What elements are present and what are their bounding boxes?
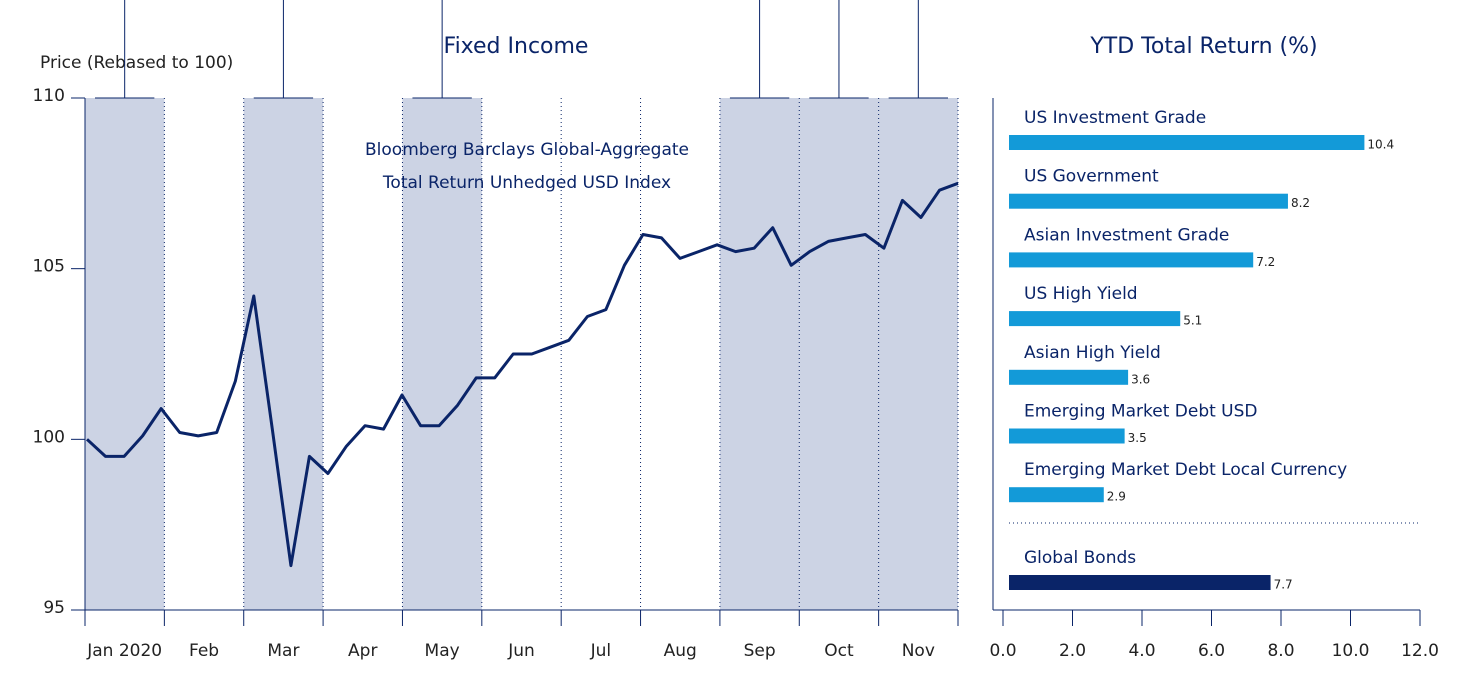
bar-value: 2.9 [1107, 490, 1126, 504]
x-tick-label: 6.0 [1198, 641, 1225, 661]
bar-value: 10.4 [1367, 138, 1394, 152]
bar-value: 8.2 [1291, 196, 1310, 210]
x-tick-label: Nov [902, 641, 935, 661]
bar [1009, 135, 1365, 150]
bar-label: US Government [1024, 167, 1159, 187]
bar-value: 5.1 [1183, 314, 1202, 328]
annotation: Total Return Unhedged USD Index [382, 173, 671, 193]
bar-value: 7.2 [1256, 255, 1275, 269]
y-tick-label: 100 [33, 427, 65, 447]
shaded-month [878, 98, 958, 610]
x-tick-label: Jan 2020 [86, 641, 162, 661]
x-tick-label: May [425, 641, 460, 661]
shaded-month [719, 98, 800, 610]
x-tick-label: 10.0 [1332, 641, 1370, 661]
shaded-month [799, 98, 879, 610]
shaded-month [402, 98, 482, 610]
bar-label: US High Yield [1024, 284, 1138, 304]
bar-value: 3.6 [1131, 372, 1150, 386]
bar-label: Global Bonds [1024, 548, 1136, 568]
x-tick-label: Apr [348, 641, 377, 661]
bar [1009, 487, 1104, 503]
y-tick-label: 105 [33, 257, 65, 277]
x-tick-label: Sep [744, 641, 776, 661]
bar [1009, 575, 1271, 590]
x-tick-label: Jun [507, 641, 535, 661]
bar [1009, 311, 1181, 327]
x-tick-label: Aug [664, 641, 697, 661]
bar-label: Emerging Market Debt Local Currency [1024, 460, 1347, 480]
bar [1009, 428, 1125, 444]
y-tick-label: 110 [33, 86, 65, 106]
x-tick-label: Jul [590, 641, 612, 661]
bar-value: 7.7 [1274, 578, 1293, 592]
bar-label: Asian High Yield [1024, 343, 1161, 363]
chart-title: YTD Total Return (%) [1089, 34, 1317, 59]
bar-label: Emerging Market Debt USD [1024, 402, 1258, 422]
x-tick-label: 12.0 [1401, 641, 1439, 661]
x-tick-label: Feb [189, 641, 219, 661]
y-axis-label: Price (Rebased to 100) [40, 53, 233, 73]
x-tick-label: Oct [824, 641, 854, 661]
x-tick-label: 8.0 [1267, 641, 1294, 661]
bar-label: US Investment Grade [1024, 108, 1206, 128]
x-tick-label: 0.0 [989, 641, 1016, 661]
annotation: Bloomberg Barclays Global-Aggregate [365, 140, 689, 160]
bar [1009, 369, 1129, 385]
bar [1009, 193, 1288, 209]
x-tick-label: 4.0 [1128, 641, 1155, 661]
bar-value: 3.5 [1128, 431, 1147, 445]
x-tick-label: 2.0 [1059, 641, 1086, 661]
shaded-month [85, 98, 165, 610]
x-tick-label: Mar [267, 641, 299, 661]
y-tick-label: 95 [43, 598, 65, 618]
price-line [85, 181, 959, 568]
shaded-month [243, 98, 324, 610]
bar-label: Asian Investment Grade [1024, 225, 1229, 245]
bar [1009, 252, 1254, 268]
chart-title: Fixed Income [444, 34, 589, 59]
